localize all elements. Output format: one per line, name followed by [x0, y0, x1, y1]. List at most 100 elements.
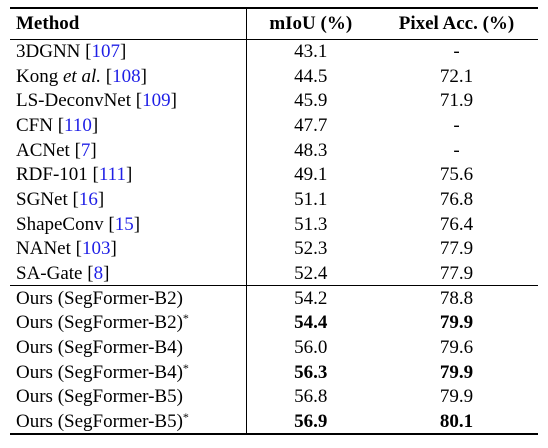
table-row: Ours (SegFormer-B4) 56.0 79.6 [10, 335, 538, 360]
method-cell: Ours (SegFormer-B2) [10, 285, 247, 311]
citation-link[interactable]: 16 [78, 188, 98, 210]
pixel-acc-cell: 75.6 [439, 164, 474, 186]
method-name: Kong [16, 65, 59, 87]
miou-cell: 44.5 [294, 65, 328, 87]
method-name: Ours (SegFormer-B5) [16, 386, 183, 408]
citation-link[interactable]: 8 [93, 262, 104, 284]
table-row: Ours (SegFormer-B5)* 56.9 80.1 [10, 409, 538, 434]
citation-link[interactable]: 108 [112, 65, 141, 87]
method-cell: Ours (SegFormer-B5)* [10, 409, 247, 434]
method-mark: * [182, 360, 189, 375]
table-row: CFN [110] 47.7 - [10, 113, 538, 138]
miou-cell: 56.3 [294, 361, 328, 383]
results-table: Method mIoU (%) Pixel Acc. (%) 3DGNN [10… [10, 7, 538, 435]
table-row: LS-DeconvNet [109] 45.9 71.9 [10, 88, 538, 114]
table-row: SA-Gate [8] 52.4 77.9 [10, 261, 538, 286]
table-row: Kong et al. [108] 44.5 72.1 [10, 63, 538, 89]
header-method: Method [10, 8, 247, 39]
method-cell: SA-Gate [8] [10, 261, 247, 286]
citation-link[interactable]: 109 [142, 90, 171, 112]
miou-cell: 56.9 [294, 410, 328, 432]
method-cell: NANet [103] [10, 236, 247, 262]
citation-link[interactable]: 111 [98, 164, 126, 186]
citation-link[interactable]: 15 [114, 213, 134, 235]
miou-cell: 56.0 [294, 337, 328, 359]
method-name: Ours (SegFormer-B5) [16, 410, 183, 432]
method-cell: Ours (SegFormer-B5) [10, 384, 247, 410]
method-name: ShapeConv [16, 213, 104, 235]
method-cell: Ours (SegFormer-B2)* [10, 310, 247, 336]
miou-cell: 51.3 [294, 213, 328, 235]
method-cell: RDF-101 [111] [10, 162, 247, 188]
citation-link[interactable]: 107 [91, 41, 120, 63]
pixel-acc-cell: 71.9 [439, 90, 474, 112]
header-pixel-acc: Pixel Acc. (%) [398, 13, 515, 35]
header-row: Method mIoU (%) Pixel Acc. (%) [10, 8, 538, 39]
pixel-acc-cell: 76.8 [439, 188, 474, 210]
miou-cell: 49.1 [294, 164, 328, 186]
method-name: SGNet [16, 188, 68, 210]
method-mark: * [182, 409, 189, 424]
method-cell: Kong et al. [108] [10, 63, 247, 89]
header-miou: mIoU (%) [269, 13, 353, 35]
method-cell: ShapeConv [15] [10, 211, 247, 237]
method-name: SA-Gate [16, 262, 83, 284]
table-row: SGNet [16] 51.1 76.8 [10, 187, 538, 212]
table-row: Ours (SegFormer-B5) 56.8 79.9 [10, 384, 538, 410]
ours-rows: Ours (SegFormer-B2) 54.2 78.8 Ours (SegForm… [10, 285, 538, 434]
baseline-rows: 3DGNN [107] 43.1 - Kong et al. [108] 44.5 72.… [10, 39, 538, 286]
method-name: ACNet [16, 139, 70, 161]
pixel-acc-cell: 80.1 [439, 410, 474, 432]
pixel-acc-cell: 78.8 [439, 287, 474, 309]
method-name: Ours (SegFormer-B2) [16, 312, 183, 334]
method-name: LS-DeconvNet [16, 90, 132, 112]
pixel-acc-cell: - [453, 41, 460, 63]
miou-cell: 48.3 [294, 139, 328, 161]
method-cell: 3DGNN [107] [10, 39, 247, 64]
method-name: 3DGNN [16, 41, 81, 63]
pixel-acc-cell: 76.4 [439, 213, 474, 235]
method-name: Ours (SegFormer-B4) [16, 337, 183, 359]
miou-cell: 52.4 [294, 262, 328, 284]
pixel-acc-cell: 77.9 [439, 262, 474, 284]
method-cell: LS-DeconvNet [109] [10, 88, 247, 114]
pixel-acc-cell: 79.9 [439, 312, 474, 334]
pixel-acc-cell: 79.9 [439, 361, 474, 383]
table-row: Ours (SegFormer-B2) 54.2 78.8 [10, 285, 538, 311]
method-cell: Ours (SegFormer-B4) [10, 335, 247, 360]
pixel-acc-cell: - [453, 114, 460, 136]
miou-cell: 47.7 [294, 114, 328, 136]
miou-cell: 54.2 [294, 287, 328, 309]
pixel-acc-cell: 79.9 [439, 386, 474, 408]
table-row: ShapeConv [15] 51.3 76.4 [10, 211, 538, 237]
method-name: Ours (SegFormer-B4) [16, 361, 183, 383]
method-name: RDF-101 [16, 164, 88, 186]
pixel-acc-cell: 79.6 [439, 337, 474, 359]
method-name: CFN [16, 114, 53, 136]
miou-cell: 43.1 [294, 41, 328, 63]
pixel-acc-cell: 72.1 [439, 65, 474, 87]
citation-link[interactable]: 110 [64, 114, 92, 136]
table-row: ACNet [7] 48.3 - [10, 137, 538, 163]
table-row: RDF-101 [111] 49.1 75.6 [10, 162, 538, 188]
miou-cell: 51.1 [294, 188, 328, 210]
table-row: Ours (SegFormer-B2)* 54.4 79.9 [10, 310, 538, 336]
method-cell: SGNet [16] [10, 187, 247, 212]
citation-link[interactable]: 7 [80, 139, 91, 161]
miou-cell: 45.9 [294, 90, 328, 112]
method-name: NANet [16, 238, 71, 260]
method-mark: * [182, 311, 189, 326]
method-cell: ACNet [7] [10, 137, 247, 163]
pixel-acc-cell: - [453, 139, 460, 161]
method-cell: CFN [110] [10, 113, 247, 138]
method-name-suffix: et al. [62, 65, 101, 87]
citation-link[interactable]: 103 [81, 238, 111, 260]
pixel-acc-cell: 77.9 [439, 238, 474, 260]
method-name: Ours (SegFormer-B2) [16, 287, 183, 309]
table-row: Ours (SegFormer-B4)* 56.3 79.9 [10, 359, 538, 385]
table-header: Method mIoU (%) Pixel Acc. (%) [10, 8, 538, 39]
method-cell: Ours (SegFormer-B4)* [10, 359, 247, 385]
miou-cell: 52.3 [294, 238, 328, 260]
table-row: NANet [103] 52.3 77.9 [10, 236, 538, 262]
